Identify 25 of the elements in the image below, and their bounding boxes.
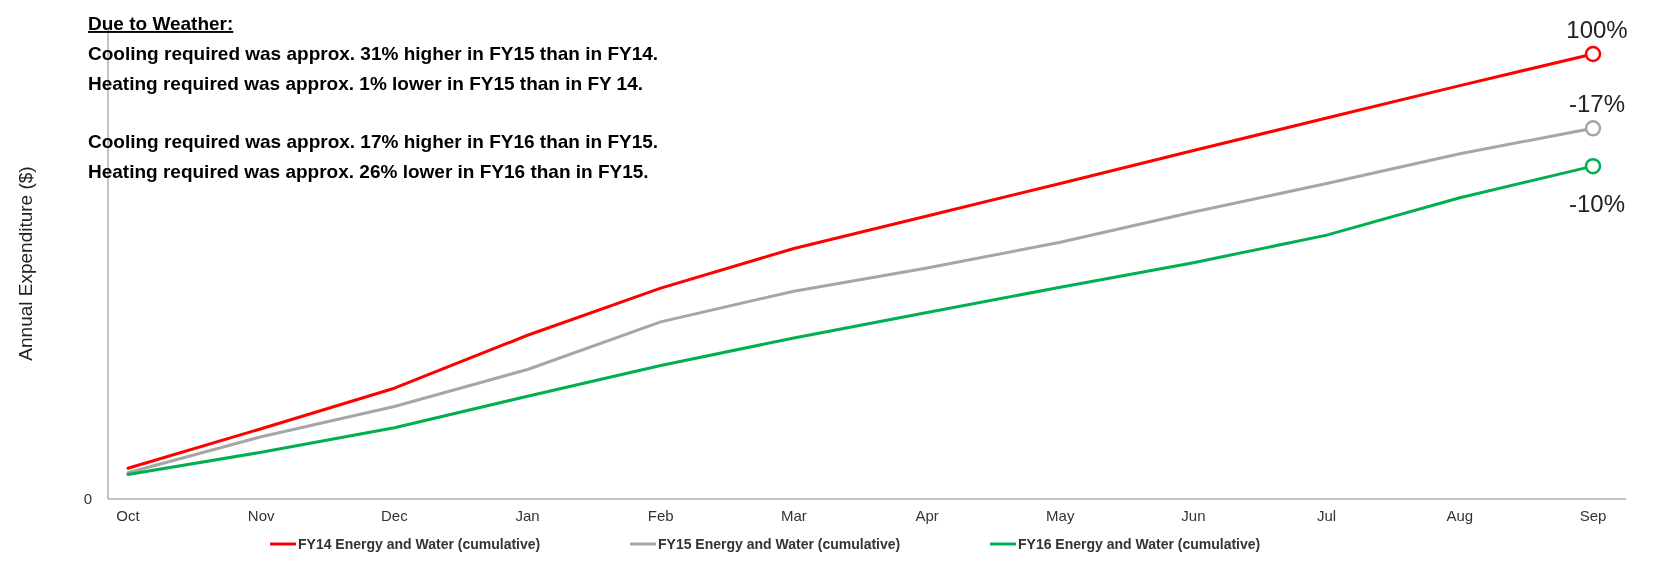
legend-label: FY15 Energy and Water (cumulative) bbox=[658, 536, 901, 552]
annotation: Cooling required was approx. 17% higher in FY16 than in FY15. bbox=[88, 131, 659, 152]
annotation: Heating required was approx. 1% lower in FY15 than in FY 14. bbox=[88, 73, 644, 94]
annotation: 100% bbox=[1566, 16, 1628, 43]
x-tick-label: Jun bbox=[1181, 507, 1206, 524]
x-tick-label: Nov bbox=[247, 507, 276, 524]
annotation: -10% bbox=[1568, 190, 1626, 218]
annotation: Heating required was approx. 26% lower in FY16 than in FY15. bbox=[88, 161, 649, 182]
x-tick-label: Apr bbox=[915, 507, 939, 524]
x-tick-label: Dec bbox=[381, 507, 409, 524]
annotation: Cooling required was approx. 31% higher in FY15 than in FY14. bbox=[88, 43, 659, 64]
annotation: -17% bbox=[1568, 90, 1626, 118]
legend-label: FY16 Energy and Water (cumulative) bbox=[1018, 536, 1261, 552]
chart-title: Due to Weather: bbox=[88, 13, 234, 34]
x-tick-label: Aug bbox=[1446, 507, 1474, 524]
x-tick-label: Sep bbox=[1579, 507, 1607, 524]
x-tick-label: May bbox=[1046, 507, 1075, 524]
x-tick-label: Jul bbox=[1317, 507, 1337, 524]
x-tick-label: Jan bbox=[515, 507, 540, 524]
text: 0 bbox=[83, 490, 92, 507]
y-axis-title: Annual Expenditure ($) bbox=[15, 166, 36, 361]
legend-label: FY14 Energy and Water (cumulative) bbox=[298, 536, 541, 552]
x-tick-label: Feb bbox=[647, 507, 674, 524]
x-tick-label: Oct bbox=[116, 507, 141, 524]
x-tick-label: Mar bbox=[780, 507, 807, 524]
